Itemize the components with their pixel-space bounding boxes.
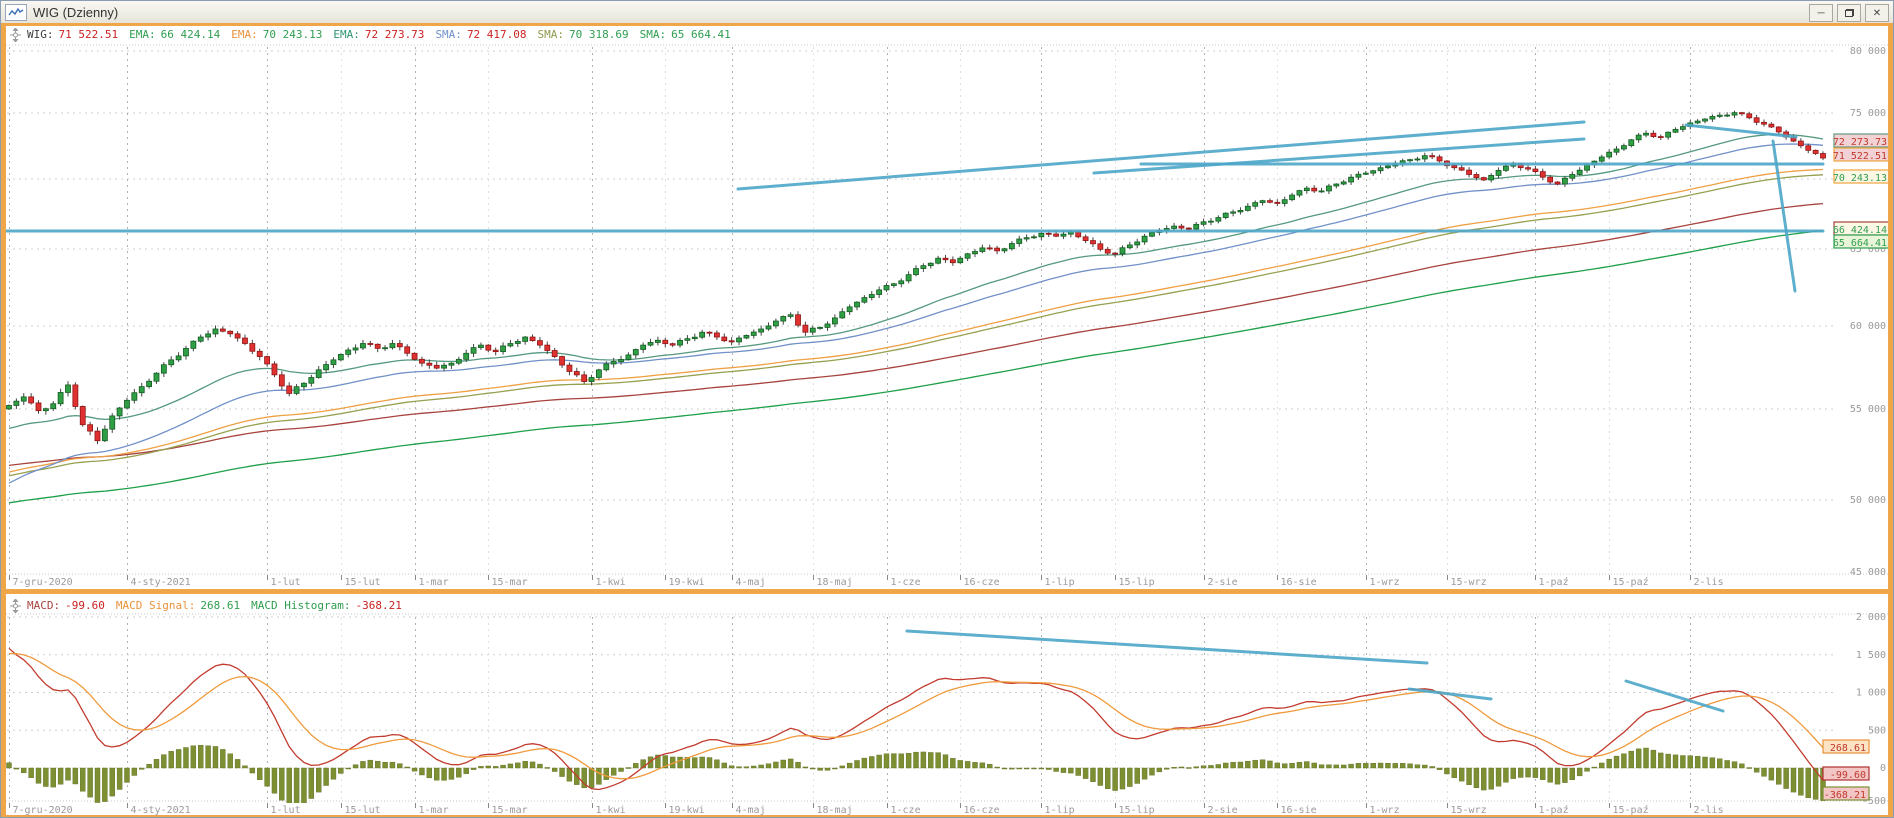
pane-border-left xyxy=(1,23,6,817)
svg-text:1-cze: 1-cze xyxy=(891,577,921,588)
svg-text:1-wrz: 1-wrz xyxy=(1370,577,1400,588)
svg-text:7-gru-2020: 7-gru-2020 xyxy=(13,805,73,816)
svg-text:71 522.51: 71 522.51 xyxy=(1833,151,1887,162)
svg-text:1-lip: 1-lip xyxy=(1045,805,1075,816)
svg-text:1-paź: 1-paź xyxy=(1539,576,1569,588)
svg-text:15-lut: 15-lut xyxy=(345,577,381,588)
main-legend-item: SMA: 65 664.41 xyxy=(639,28,731,41)
svg-text:15-wrz: 15-wrz xyxy=(1451,577,1487,588)
svg-text:15-lut: 15-lut xyxy=(345,805,381,816)
main-legend-item: EMA: 72 273.73 xyxy=(333,28,425,41)
svg-text:1-kwi: 1-kwi xyxy=(596,805,626,816)
pane-border-top xyxy=(1,23,1893,26)
svg-text:70 243.13: 70 243.13 xyxy=(1833,173,1887,184)
svg-text:16-cze: 16-cze xyxy=(964,577,1000,588)
chart-window-icon xyxy=(5,3,27,21)
main-pane-handle-icon[interactable] xyxy=(8,27,23,47)
svg-text:15-lip: 15-lip xyxy=(1119,577,1155,588)
macd-legend-item: MACD: -99.60 xyxy=(27,599,105,612)
svg-text:18-maj: 18-maj xyxy=(817,805,853,816)
main-legend-item: SMA: 72 417.08 xyxy=(435,28,527,41)
window-title: WIG (Dzienny) xyxy=(33,4,119,20)
svg-text:1-kwi: 1-kwi xyxy=(596,577,626,588)
svg-text:15-mar: 15-mar xyxy=(492,577,528,588)
svg-text:-500: -500 xyxy=(1862,796,1886,807)
svg-text:1-lut: 1-lut xyxy=(271,577,301,588)
svg-text:2-sie: 2-sie xyxy=(1208,805,1238,816)
svg-text:18-maj: 18-maj xyxy=(817,577,853,588)
svg-text:45 000: 45 000 xyxy=(1850,567,1886,578)
svg-text:80 000: 80 000 xyxy=(1850,46,1886,57)
svg-text:1-mar: 1-mar xyxy=(419,805,449,816)
svg-text:0: 0 xyxy=(1880,763,1886,774)
svg-text:4-sty-2021: 4-sty-2021 xyxy=(131,577,191,588)
svg-text:15-paź: 15-paź xyxy=(1613,576,1649,588)
pane-separator[interactable] xyxy=(1,589,1893,594)
svg-text:60 000: 60 000 xyxy=(1850,321,1886,332)
svg-text:15-lip: 15-lip xyxy=(1119,805,1155,816)
svg-text:1-wrz: 1-wrz xyxy=(1370,805,1400,816)
svg-text:1-lip: 1-lip xyxy=(1045,577,1075,588)
macd-pane-handle-icon[interactable] xyxy=(8,598,23,618)
close-button[interactable]: ✕ xyxy=(1865,4,1889,22)
svg-text:55 000: 55 000 xyxy=(1850,404,1886,415)
svg-text:500: 500 xyxy=(1868,725,1886,736)
svg-text:2 000: 2 000 xyxy=(1856,612,1886,623)
minimize-button[interactable]: ─ xyxy=(1809,4,1833,22)
svg-text:65 664.41: 65 664.41 xyxy=(1833,238,1887,249)
restore-button[interactable] xyxy=(1837,4,1861,22)
pane-border-right xyxy=(1888,23,1893,817)
svg-text:19-kwi: 19-kwi xyxy=(669,577,705,588)
svg-text:1-cze: 1-cze xyxy=(891,805,921,816)
svg-text:16-sie: 16-sie xyxy=(1281,805,1317,816)
macd-indicator-legend: MACD: -99.60 MACD Signal: 268.61 MACD Histog… xyxy=(27,599,402,612)
svg-text:1 500: 1 500 xyxy=(1856,650,1886,661)
svg-text:15-mar: 15-mar xyxy=(492,805,528,816)
svg-text:16-cze: 16-cze xyxy=(964,805,1000,816)
svg-text:4-maj: 4-maj xyxy=(736,805,766,816)
svg-text:-99.60: -99.60 xyxy=(1830,770,1866,781)
svg-text:50 000: 50 000 xyxy=(1850,495,1886,506)
pane-border-bottom xyxy=(1,815,1893,817)
svg-text:2-sie: 2-sie xyxy=(1208,577,1238,588)
main-legend-item: EMA: 70 243.13 xyxy=(231,28,323,41)
svg-text:4-maj: 4-maj xyxy=(736,577,766,588)
main-legend-item: EMA: 66 424.14 xyxy=(129,28,221,41)
svg-text:2-lis: 2-lis xyxy=(1694,577,1724,588)
svg-text:16-sie: 16-sie xyxy=(1281,577,1317,588)
svg-text:15-wrz: 15-wrz xyxy=(1451,805,1487,816)
svg-text:268.61: 268.61 xyxy=(1830,743,1866,754)
svg-text:1 000: 1 000 xyxy=(1856,688,1886,699)
svg-text:7-gru-2020: 7-gru-2020 xyxy=(13,577,73,588)
svg-text:75 000: 75 000 xyxy=(1850,108,1886,119)
svg-text:66 424.14: 66 424.14 xyxy=(1833,225,1887,236)
svg-text:-368.21: -368.21 xyxy=(1824,790,1866,801)
main-indicator-legend: WIG: 71 522.51 EMA: 66 424.14 EMA: 70 243.13 E… xyxy=(27,28,731,41)
svg-text:1-paź: 1-paź xyxy=(1539,804,1569,816)
svg-text:2-lis: 2-lis xyxy=(1694,805,1724,816)
macd-legend-item: MACD Signal: 268.61 xyxy=(115,599,241,612)
svg-text:15-paź: 15-paź xyxy=(1613,804,1649,816)
svg-text:4-sty-2021: 4-sty-2021 xyxy=(131,805,191,816)
main-legend-item: SMA: 70 318.69 xyxy=(537,28,629,41)
svg-text:65 000: 65 000 xyxy=(1850,244,1886,255)
macd-legend-item: MACD Histogram: -368.21 xyxy=(251,599,402,612)
svg-text:1-mar: 1-mar xyxy=(419,577,449,588)
svg-text:72 273.73: 72 273.73 xyxy=(1833,137,1887,148)
svg-text:1-lut: 1-lut xyxy=(271,805,301,816)
svg-text:19-kwi: 19-kwi xyxy=(669,805,705,816)
main-legend-item: WIG: 71 522.51 xyxy=(27,28,119,41)
